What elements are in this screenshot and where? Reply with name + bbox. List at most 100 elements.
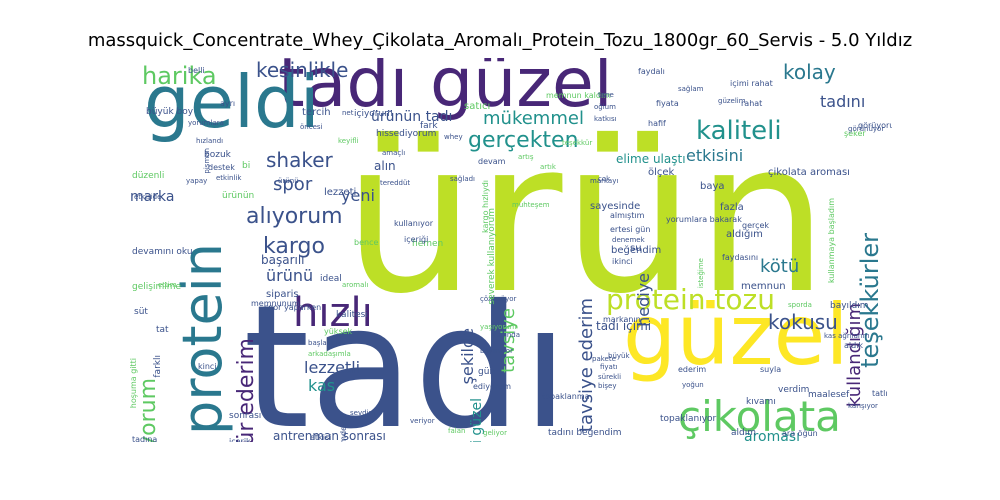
word-büyük-boy: büyük boy	[146, 107, 194, 117]
word-ürünün-tadı: ürünün tadı	[371, 109, 453, 125]
word-oğlum: oğlum	[594, 103, 616, 111]
word-teşekkür-ederim: teşekkür ederim	[234, 338, 259, 442]
word-antrenman-sonrası: antrenman sonrası	[273, 429, 386, 442]
word-ederim: ederim	[678, 365, 707, 374]
word-etkiside: etkiside	[134, 193, 162, 201]
word-lezzeti: lezzeti	[324, 187, 357, 198]
word-sonrası: sonrası	[229, 411, 262, 421]
word-büyük: büyük	[608, 352, 630, 360]
word-destek: destek	[208, 163, 235, 172]
word-şekilde: şekilde	[458, 328, 477, 385]
word-tat: tat	[156, 325, 169, 335]
word-pişman: pişman	[203, 148, 211, 174]
word-denemek: denemek	[612, 236, 645, 244]
word-devamını-oku: devamını oku	[132, 247, 193, 257]
word-markanın: markanın	[603, 315, 641, 324]
word-ideal: ideal	[320, 274, 342, 284]
word-ettim: ettim	[158, 281, 177, 289]
word-tadı: tadı	[243, 269, 569, 442]
word-kolay: kolay	[783, 60, 836, 84]
word-hoşuma-gitti: hoşuma gitti	[129, 358, 138, 409]
word-satıcı: satıcı	[464, 101, 491, 112]
word-kullanıyor: kullanıyor	[394, 219, 434, 228]
word-süt: süt	[134, 307, 148, 317]
word-marka: marka	[130, 189, 175, 205]
word-geldi: geldi	[144, 60, 320, 144]
word-sürekli: sürekli	[598, 373, 622, 381]
word-memnun-kaldım: memnun kaldım	[546, 91, 611, 100]
word-gerçek: gerçek	[742, 221, 770, 230]
word-muhteşem: muhteşem	[512, 201, 550, 209]
word-tatlı: tatlı	[872, 389, 888, 398]
word-topaklanıyor: topaklanıyor	[660, 414, 717, 424]
word-kokusu: kokusu	[768, 310, 838, 334]
word-sevdim: sevdim	[350, 409, 376, 417]
word-bayıldım: bayıldım	[830, 301, 869, 311]
word-sporda: sporda	[788, 301, 812, 309]
word-suyla: suyla	[760, 365, 782, 374]
word-yorumlara: yorumlara	[188, 119, 224, 127]
word-lezzetli: lezzetli	[304, 358, 361, 377]
word-alın: alın	[374, 159, 396, 173]
word-rahat: rahat	[741, 99, 763, 108]
word-artık: artık	[540, 163, 556, 171]
word-ediyorum: ediyorum	[473, 382, 512, 391]
word-ara-öğün: ara öğün	[782, 429, 818, 438]
word-markayı: markayı	[590, 177, 619, 185]
word-hafif: hafif	[648, 119, 666, 128]
word-bi: bi	[242, 161, 251, 171]
word-alıyorum: alıyorum	[246, 204, 343, 229]
word-elime-ulaştı: elime ulaştı	[616, 152, 686, 166]
word-yanında: yanında	[492, 331, 520, 339]
word-memnun: memnun	[741, 281, 786, 292]
word-yüksek: yüksek	[324, 327, 353, 336]
word-etkisi: etkisi	[310, 433, 332, 442]
word-net: net	[342, 109, 354, 117]
word-şeker: şeker	[844, 129, 866, 138]
word-tadı-güzel: tadı güzel	[278, 58, 613, 123]
word-belli: belli	[188, 66, 205, 75]
word-beğendim: beğendim	[611, 245, 662, 256]
word-aldım: aldım	[731, 428, 756, 438]
word-baymıyor: baymıyor	[480, 347, 513, 355]
word-protein: protein	[171, 243, 234, 435]
word-memnunum: memnunum	[251, 299, 300, 308]
word-kas-ağrılarım: kas ağrılarım	[824, 332, 870, 340]
word-hissediyorum: hissediyorum	[376, 129, 437, 139]
word-kas: kas	[308, 376, 336, 395]
word-çikolata: çikolata	[678, 392, 841, 441]
word-ürün: ürün	[343, 95, 829, 340]
word-bişey: bişey	[598, 382, 617, 390]
word-katkısı: katkısı	[594, 115, 617, 123]
word-fazla: fazla	[720, 202, 744, 213]
word-düzenli: düzenli	[132, 171, 165, 181]
word-içeriği: içeriği	[404, 235, 429, 244]
word-devam: devam	[478, 157, 506, 166]
word-falan: falan	[448, 427, 466, 435]
word-cloud: ürün tadı tadı güzel geldi protein güzel prote…	[128, 58, 892, 442]
word-yeni: yeni	[341, 186, 375, 205]
word-shaker: shaker	[266, 148, 333, 172]
word-tereddüt: tereddüt	[380, 179, 411, 187]
word-geliyor: geliyor	[483, 429, 507, 437]
word-içiyorum: içiyorum	[354, 109, 393, 119]
word-ertesi-gün: ertesi gün	[610, 225, 651, 234]
word-spor-yaparken: spor yaparken	[264, 303, 322, 312]
word-tadını: tadını	[820, 92, 866, 111]
word-kötü: kötü	[760, 256, 800, 277]
word-veriyor: veriyor	[410, 417, 435, 425]
word-hızlı: hızlı	[293, 290, 373, 336]
word-teşekkür: teşekkür	[562, 139, 593, 147]
word-faydalı: faydalı	[638, 67, 665, 76]
word-maalesef: maalesef	[808, 390, 850, 400]
word-yapay: yapay	[186, 177, 208, 185]
word-ölçek: ölçek	[648, 167, 675, 178]
word-aldık: aldık	[844, 341, 864, 350]
word-fiyatı: fiyatı	[600, 363, 618, 371]
word-yorumlara-bakarak: yorumlara bakarak	[666, 215, 742, 224]
word-yoğun: yoğun	[682, 381, 704, 389]
word-ikinci: ikinci	[612, 257, 633, 266]
word-tane: tane	[598, 91, 614, 99]
word-verdim: verdim	[778, 385, 810, 395]
word-görüyorum: görüyorum	[858, 121, 892, 130]
